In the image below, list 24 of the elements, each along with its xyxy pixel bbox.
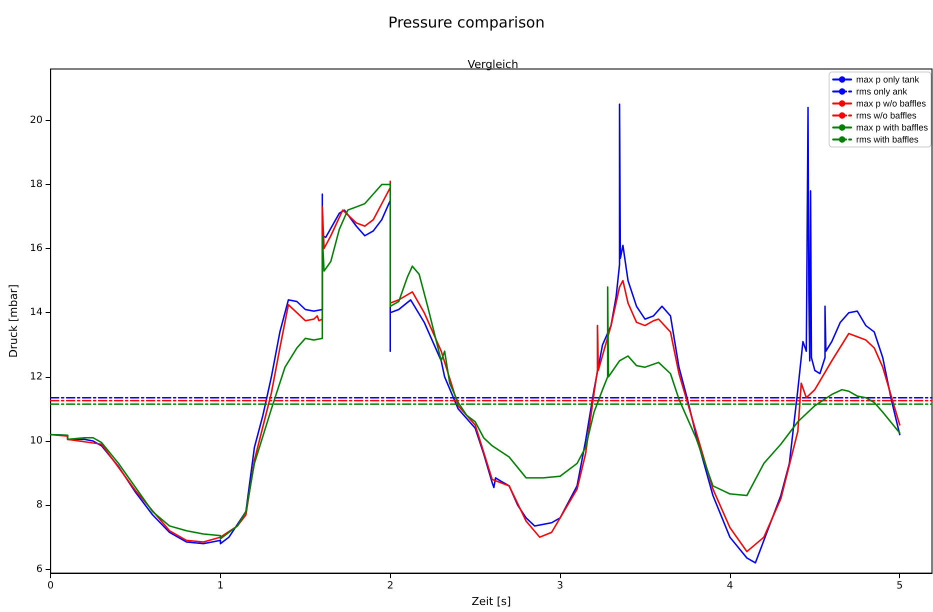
legend-label: rms w/o baffles — [856, 110, 917, 120]
y-tick-label: 14 — [30, 307, 43, 318]
x-tick-label: 3 — [556, 580, 564, 592]
legend-label: rms with baffles — [856, 134, 919, 144]
y-axis-title: Druck [mbar] — [7, 284, 20, 358]
x-tick-label: 4 — [726, 580, 734, 592]
x-axis-title: Zeit [s] — [472, 595, 512, 608]
y-tick-label: 8 — [36, 500, 43, 511]
y-tick-label: 20 — [30, 114, 43, 126]
legend-label: rms only ank — [856, 86, 908, 96]
y-tick-label: 10 — [30, 435, 43, 446]
x-tick-label: 0 — [47, 580, 54, 592]
chart-title: Pressure comparison — [388, 14, 545, 32]
legend-label: max p with baffles — [856, 122, 928, 132]
x-tick-label: 1 — [217, 580, 224, 592]
y-tick-label: 6 — [36, 564, 43, 575]
y-tick-label: 16 — [30, 243, 43, 254]
y-tick-label: 18 — [30, 178, 43, 190]
x-tick-label: 2 — [387, 580, 394, 592]
chart-subtitle: Vergleich — [468, 58, 518, 71]
legend-label: max p only tank — [856, 74, 920, 84]
legend-label: max p w/o baffles — [856, 98, 926, 108]
y-tick-label: 12 — [30, 371, 43, 382]
x-tick-label: 5 — [896, 580, 903, 592]
